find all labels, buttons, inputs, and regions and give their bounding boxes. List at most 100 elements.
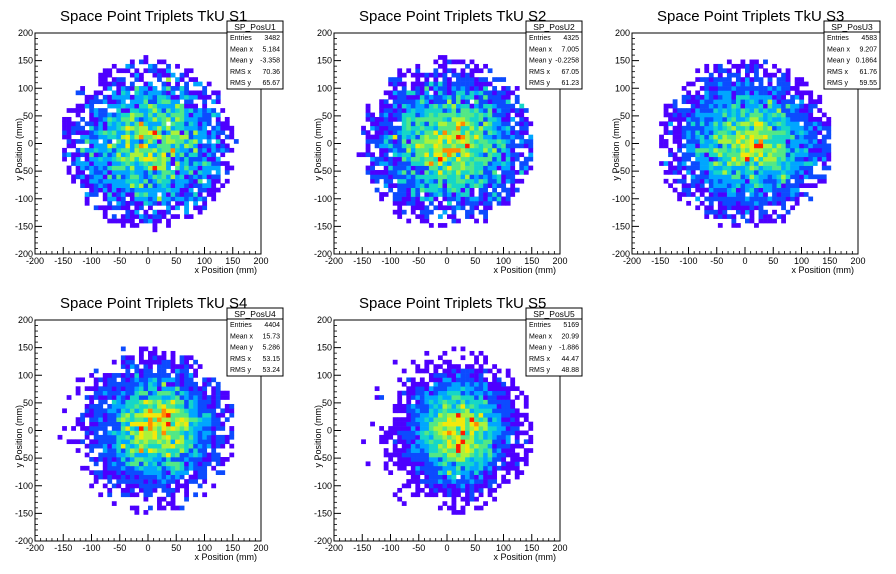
heatmap-cell	[162, 369, 167, 374]
heatmap-cell	[411, 90, 416, 95]
heatmap-cell	[121, 444, 126, 449]
heatmap-cell	[817, 121, 822, 126]
heatmap-cell	[76, 152, 81, 157]
heatmap-cell	[375, 395, 380, 400]
heatmap-cell	[211, 183, 216, 188]
heatmap-cell	[465, 148, 470, 153]
heatmap-cell	[366, 166, 371, 171]
heatmap-cell	[157, 479, 162, 484]
heatmap-cell	[763, 166, 768, 171]
heatmap-cell	[388, 183, 393, 188]
heatmap-cell	[121, 417, 126, 422]
heatmap-cell	[153, 113, 158, 118]
heatmap-cell	[148, 192, 153, 197]
heatmap-cell	[524, 395, 529, 400]
heatmap-cell	[740, 157, 745, 162]
heatmap-cell	[134, 166, 139, 171]
heatmap-cell	[474, 400, 479, 405]
heatmap-cell	[704, 121, 709, 126]
heatmap-cell	[134, 377, 139, 382]
heatmap-cell	[456, 183, 461, 188]
heatmap-cell	[411, 86, 416, 91]
heatmap-cell	[727, 166, 732, 171]
heatmap-cell	[121, 130, 126, 135]
heatmap-cell	[153, 404, 158, 409]
heatmap-cell	[740, 170, 745, 175]
heatmap-cell	[139, 117, 144, 122]
heatmap-cell	[700, 201, 705, 206]
heatmap-cell	[207, 431, 212, 436]
heatmap-cell	[438, 55, 443, 60]
heatmap-cell	[166, 86, 171, 91]
heatmap-cell	[488, 113, 493, 118]
heatmap-cell	[488, 431, 493, 436]
heatmap-cell	[745, 77, 750, 82]
heatmap-cell	[162, 422, 167, 427]
heatmap-cell	[722, 152, 727, 157]
heatmap-cell	[465, 479, 470, 484]
heatmap-cell	[470, 431, 475, 436]
heatmap-cell	[456, 479, 461, 484]
stats-box: SP_PosU4Entries 4404Mean x 15.73Mean y 5.28…	[227, 308, 283, 376]
heatmap-cell	[704, 144, 709, 149]
heatmap-cell	[470, 166, 475, 171]
heatmap-cell	[492, 417, 497, 422]
heatmap-cell	[384, 161, 389, 166]
heatmap-cell	[506, 113, 511, 118]
heatmap-cell	[461, 488, 466, 493]
heatmap-cell	[112, 183, 117, 188]
heatmap-cell	[184, 453, 189, 458]
heatmap-cell	[442, 197, 447, 202]
heatmap-cell	[180, 461, 185, 466]
heatmap-cell	[107, 179, 112, 184]
heatmap-cell	[781, 99, 786, 104]
heatmap-cell	[184, 130, 189, 135]
heatmap-cell	[731, 90, 736, 95]
heatmap-cell	[162, 60, 167, 65]
heatmap-cell	[488, 470, 493, 475]
heatmap-cell	[134, 192, 139, 197]
heatmap-cell	[162, 99, 167, 104]
heatmap-cell	[709, 99, 714, 104]
heatmap-cell	[461, 205, 466, 210]
heatmap-cell	[429, 475, 434, 480]
heatmap-cell	[125, 408, 130, 413]
heatmap-cell	[166, 448, 171, 453]
heatmap-cell	[479, 453, 484, 458]
heatmap-cell	[171, 99, 176, 104]
heatmap-cell	[116, 479, 121, 484]
heatmap-cell	[107, 457, 112, 462]
heatmap-cell	[388, 170, 393, 175]
heatmap-cell	[411, 492, 416, 497]
heatmap-cell	[745, 161, 750, 166]
heatmap-cell	[143, 113, 148, 118]
heatmap-cell	[497, 144, 502, 149]
heatmap-cell	[470, 60, 475, 65]
stats-value: -0.2258	[555, 58, 579, 65]
heatmap-cell	[686, 121, 691, 126]
heatmap-cell	[686, 135, 691, 140]
heatmap-cell	[718, 82, 723, 87]
heatmap-cell	[130, 170, 135, 175]
heatmap-cell	[121, 214, 126, 219]
heatmap-cell	[157, 183, 162, 188]
heatmap-cell	[148, 170, 153, 175]
heatmap-cell	[515, 444, 520, 449]
heatmap-cell	[406, 166, 411, 171]
heatmap-cell	[175, 77, 180, 82]
stats-name: SP_PosU3	[831, 22, 873, 32]
heatmap-cell	[479, 492, 484, 497]
heatmap-cell	[189, 197, 194, 202]
heatmap-cell	[85, 431, 90, 436]
heatmap-cell	[429, 152, 434, 157]
heatmap-cell	[474, 488, 479, 493]
heatmap-cell	[107, 174, 112, 179]
heatmap-cell	[722, 121, 727, 126]
heatmap-cell	[447, 157, 452, 162]
y-tick-label: 150	[615, 56, 630, 66]
heatmap-cell	[668, 121, 673, 126]
heatmap-cell	[121, 170, 126, 175]
heatmap-cell	[804, 104, 809, 109]
chart-title: Space Point Triplets TkU S2	[359, 8, 546, 25]
heatmap-cell	[759, 86, 764, 91]
